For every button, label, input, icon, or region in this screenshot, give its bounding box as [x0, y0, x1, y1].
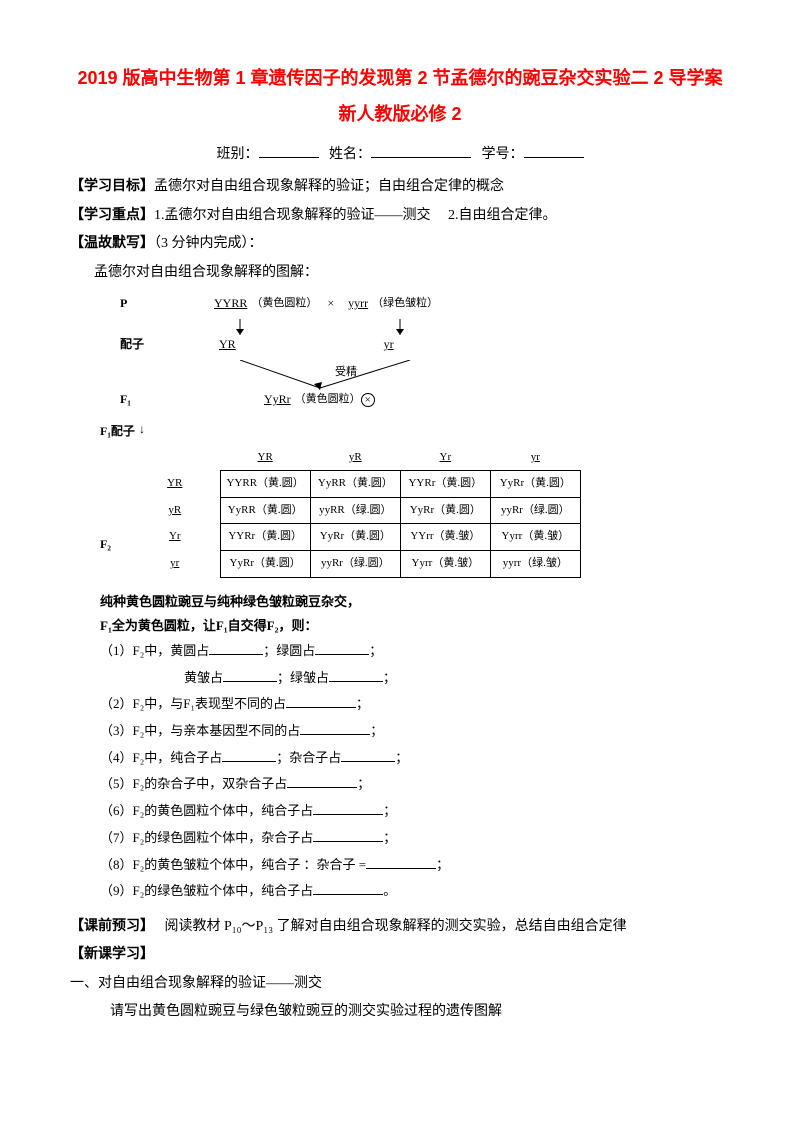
- q1c: 黄皱占: [184, 670, 223, 685]
- objectives-row: 【学习目标】孟德尔对自由组合现象解释的验证；自由组合定律的概念: [70, 176, 730, 198]
- col-h-1: yR: [310, 445, 400, 471]
- cell-2-0: YYRr（黄.圆）: [220, 524, 310, 551]
- class-blank: [259, 157, 319, 158]
- form-row: 班别： 姓名： 学号：: [70, 144, 730, 166]
- class-label: 班别：: [217, 147, 259, 162]
- questions-block: 纯种黄色圆粒豌豆与纯种绿色皱粒豌豆杂交， F₁全为黄色圆粒，让F₁自交得F₂，则…: [100, 590, 730, 904]
- focus-row: 【学习重点】1.孟德尔对自由组合现象解释的验证——测交 2.自由组合定律。: [70, 205, 730, 227]
- g-right: yr: [380, 335, 398, 354]
- q5: （5）F₂的杂合子中，双杂合子占: [100, 776, 287, 791]
- section1-prompt: 请写出黄色圆粒豌豆与绿色皱粒豌豆的测交实验过程的遗传图解: [70, 1001, 730, 1023]
- row-h-0: YR: [130, 471, 220, 498]
- section1-pre: 请写出: [110, 1004, 152, 1019]
- cell-3-2: Yyrr（黄.皱）: [400, 551, 490, 578]
- f1-desc: （黄色圆粒）: [295, 391, 361, 409]
- self-cross-icon: ×: [361, 393, 375, 407]
- objectives-text: 孟德尔对自由组合现象解释的验证；自由组合定律的概念: [154, 179, 504, 194]
- section1-title: 一、对自由组合现象解释的验证——测交: [70, 973, 730, 995]
- focus-item2: 2.自由组合定律。: [448, 208, 557, 223]
- cell-2-1: YyRr（黄.圆）: [310, 524, 400, 551]
- cell-0-2: YYRr（黄.圆）: [400, 471, 490, 498]
- f1-label: F₁: [120, 390, 160, 409]
- cross-arrows-icon: 受精: [190, 360, 470, 390]
- newlesson-label: 【新课学习】: [70, 947, 154, 962]
- cell-3-1: yyRr（绿.圆）: [310, 551, 400, 578]
- name-blank: [371, 157, 471, 158]
- g-left: YR: [215, 335, 240, 354]
- col-h-2: Yr: [400, 445, 490, 471]
- q9: （9）F₂的绿色皱粒个体中，纯合子占: [100, 883, 313, 898]
- name-label: 姓名：: [329, 147, 371, 162]
- cell-0-1: YyRR（黄.圆）: [310, 471, 400, 498]
- preview-text: 阅读教材 P₁₀～P₁₃ 了解对自由组合现象解释的测交实验，总结自由组合定律: [165, 919, 627, 934]
- p-right-geno: yyrr: [344, 294, 372, 313]
- document-title: 2019 版高中生物第 1 章遗传因子的发现第 2 节孟德尔的豌豆杂交实验二 2…: [70, 60, 730, 132]
- review-note: （3 分钟内完成）：: [154, 236, 263, 251]
- f1-gametes-label: F₁配子: [100, 420, 135, 441]
- review-row: 【温故默写】（3 分钟内完成）：: [70, 233, 730, 255]
- q6: （6）F₂的黄色圆粒个体中，纯合子占: [100, 803, 313, 818]
- genetics-diagram: P YYRR （黄色圆粒） × yyrr （绿色皱粒） 配子 YR yr 受精: [70, 294, 730, 578]
- cell-1-2: YyRr（黄.圆）: [400, 497, 490, 524]
- q1b: ；绿圆占: [263, 643, 315, 658]
- f2-label: F₂: [100, 535, 111, 554]
- q2: （2）F₂中，与F₁表现型不同的占: [100, 696, 286, 711]
- q4b: ；杂合子占: [276, 750, 341, 765]
- q8: （8）F₂的黄色皱粒个体中，纯合子 ：杂合子 =: [100, 857, 366, 872]
- q1a: （1）F₂中，黄圆占: [100, 643, 209, 658]
- section1-mid: 黄色圆粒豌豆与绿色皱粒豌豆的测交实验过程的遗传图解: [152, 1004, 502, 1019]
- id-blank: [524, 157, 584, 158]
- focus-item1: 1.孟德尔对自由组合现象解释的验证——测交: [154, 208, 431, 223]
- col-h-3: yr: [490, 445, 580, 471]
- p-right-desc: （绿色皱粒）: [372, 295, 438, 313]
- q3: （3）F₂中，与亲本基因型不同的占: [100, 723, 300, 738]
- gamete-label: 配子: [120, 335, 160, 354]
- cell-0-3: YyRr（黄.圆）: [490, 471, 580, 498]
- cell-0-0: YYRR（黄.圆）: [220, 471, 310, 498]
- arrow-icon: [190, 319, 470, 335]
- cell-3-0: YyRr（黄.圆）: [220, 551, 310, 578]
- objectives-label: 【学习目标】: [70, 179, 154, 194]
- cell-2-2: YYrr（黄.皱）: [400, 524, 490, 551]
- p-left-desc: （黄色圆粒）: [251, 295, 317, 313]
- q1d: ；绿皱占: [277, 670, 329, 685]
- row-h-2: Yr: [130, 524, 220, 551]
- row-h-3: yr: [130, 551, 220, 578]
- q4a: （4）F₂中，纯合子占: [100, 750, 222, 765]
- p-left-geno: YYRR: [210, 294, 251, 313]
- review-subtitle: 孟德尔对自由组合现象解释的图解：: [70, 262, 730, 284]
- cell-2-3: Yyrr（黄.皱）: [490, 524, 580, 551]
- q-intro1: 纯种黄色圆粒豌豆与纯种绿色皱粒豌豆杂交，: [100, 590, 730, 615]
- review-label: 【温故默写】: [70, 236, 154, 251]
- row-h-1: yR: [130, 497, 220, 524]
- q-intro2: F₁全为黄色圆粒，让F₁自交得F₂，则：: [100, 614, 730, 639]
- preview-label: 【课前预习】: [70, 919, 154, 934]
- p-label: P: [120, 294, 160, 313]
- newlesson-row: 【新课学习】: [70, 944, 730, 966]
- cell-1-0: YyRR（黄.圆）: [220, 497, 310, 524]
- col-h-0: YR: [220, 445, 310, 471]
- preview-row: 【课前预习】 阅读教材 P₁₀～P₁₃ 了解对自由组合现象解释的测交实验，总结自…: [70, 916, 730, 938]
- punnett-square: YR yR Yr yr YR YYRR（黄.圆） YyRR（黄.圆） YYRr（…: [130, 445, 581, 578]
- focus-label: 【学习重点】: [70, 208, 154, 223]
- id-label: 学号：: [482, 147, 524, 162]
- cell-1-1: yyRR（绿.圆）: [310, 497, 400, 524]
- cell-3-3: yyrr（绿.皱）: [490, 551, 580, 578]
- q7: （7）F₂的绿色圆粒个体中，杂合子占: [100, 830, 313, 845]
- f1-geno: YyRr: [260, 390, 295, 409]
- cell-1-3: yyRr（绿.圆）: [490, 497, 580, 524]
- fertilize-label: 受精: [335, 365, 357, 378]
